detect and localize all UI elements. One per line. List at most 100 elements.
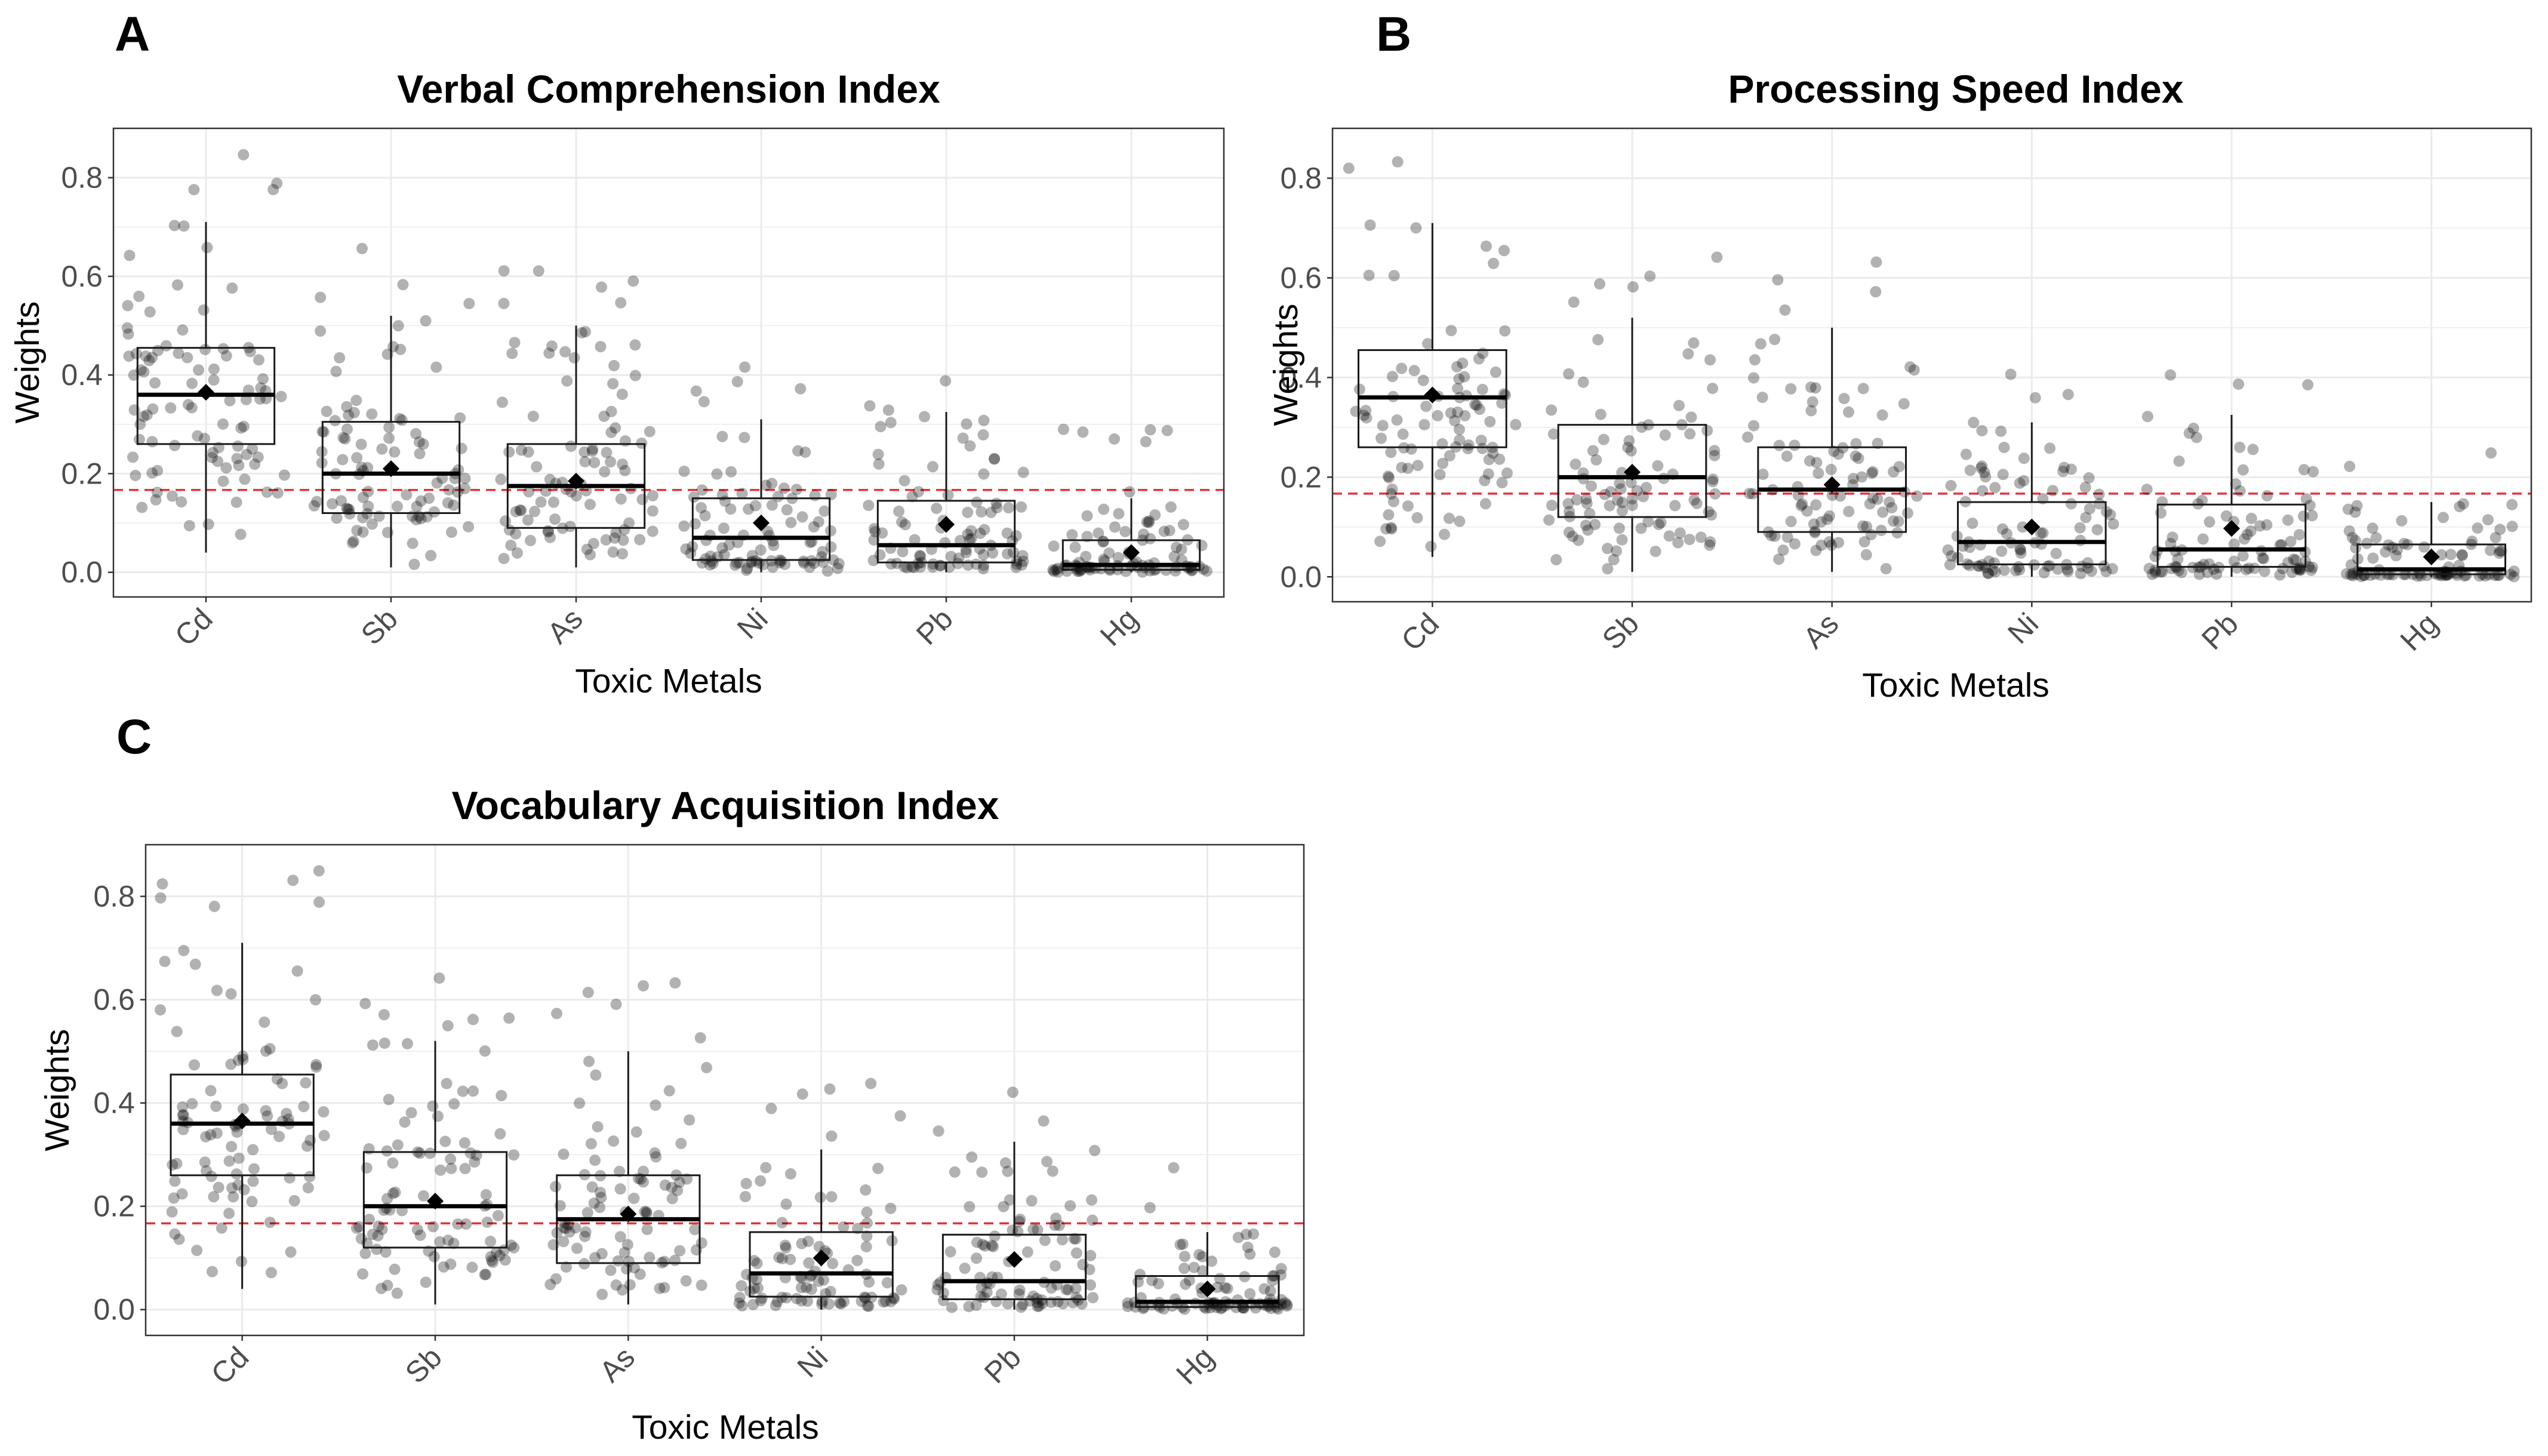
data-point (2508, 571, 2520, 583)
data-point (506, 347, 518, 359)
data-point (522, 446, 534, 458)
data-point (851, 1255, 863, 1266)
data-point (288, 1195, 300, 1206)
data-point (237, 1103, 249, 1115)
data-point (372, 1230, 384, 1242)
data-point (1206, 1255, 1217, 1267)
data-point (666, 1193, 678, 1205)
data-point (1383, 472, 1395, 484)
data-point (1796, 498, 1808, 510)
data-point (1432, 410, 1444, 421)
data-point (885, 1202, 897, 1214)
data-point (1861, 521, 1872, 532)
data-point (589, 1252, 601, 1264)
data-point (1877, 506, 1889, 518)
data-point (389, 446, 401, 458)
data-point (205, 1171, 217, 1183)
data-point (1473, 353, 1485, 365)
data-point (464, 1147, 476, 1159)
data-point (1807, 396, 1818, 408)
data-point (813, 1275, 824, 1287)
data-point (346, 537, 358, 549)
data-point (353, 1221, 365, 1233)
data-point (540, 485, 552, 497)
data-point (559, 346, 571, 358)
data-point (414, 1229, 426, 1241)
data-point (1543, 514, 1555, 526)
data-point (1076, 1298, 1088, 1310)
data-point (1581, 497, 1593, 509)
data-point (1785, 383, 1797, 395)
data-point (2489, 532, 2501, 544)
data-point (1144, 532, 1156, 544)
plot-area-b (1333, 128, 2531, 602)
data-point (755, 1175, 767, 1187)
data-point (827, 1258, 839, 1270)
data-point (605, 426, 617, 438)
data-point (1590, 454, 1602, 466)
data-point (1437, 457, 1449, 469)
data-point (152, 464, 164, 476)
data-point (252, 451, 264, 463)
data-point (414, 448, 426, 460)
data-point (932, 1279, 944, 1291)
data-point (433, 972, 445, 984)
data-point (1709, 450, 1721, 461)
data-point (1377, 420, 1389, 432)
data-point (512, 547, 523, 559)
data-point (767, 561, 778, 573)
y-tick-label: 0.6 (1280, 261, 1322, 294)
data-point (348, 535, 359, 547)
data-point (302, 1182, 314, 1194)
data-point (376, 1282, 387, 1294)
data-point (551, 1008, 562, 1020)
data-point (2367, 552, 2379, 564)
data-point (376, 443, 388, 455)
data-point (124, 250, 136, 261)
data-point (1998, 564, 2010, 576)
data-point (641, 1224, 653, 1235)
data-point (177, 1109, 189, 1121)
data-point (638, 980, 650, 992)
data-point (1563, 527, 1575, 538)
data-point (1602, 563, 1614, 575)
data-point (1625, 476, 1637, 488)
data-point (177, 324, 189, 336)
data-point (1417, 374, 1429, 386)
data-point (734, 1292, 746, 1303)
data-point (1138, 528, 1150, 540)
data-point (614, 1231, 626, 1243)
data-point (428, 1251, 440, 1263)
data-point (2458, 570, 2470, 582)
data-point (273, 1131, 285, 1143)
box-iqr (1061, 539, 1201, 571)
data-point (150, 494, 162, 506)
data-point (963, 1301, 975, 1313)
data-point (875, 421, 887, 433)
data-point (1476, 383, 1488, 395)
x-tick-label: Pb (910, 602, 959, 651)
data-point (872, 448, 884, 460)
data-point (238, 149, 250, 161)
data-point (1418, 418, 1430, 430)
data-point (383, 421, 395, 433)
data-point (861, 1206, 873, 1218)
data-point (663, 1085, 675, 1097)
data-point (2172, 553, 2184, 565)
data-point (1353, 383, 1365, 395)
data-point (1196, 1251, 1208, 1263)
data-point (2347, 567, 2359, 579)
data-point (2418, 541, 2430, 553)
data-point (863, 1300, 875, 1312)
data-point (177, 1101, 189, 1113)
data-point (238, 420, 250, 432)
data-point (989, 453, 1000, 465)
data-point (2228, 555, 2240, 567)
data-point (618, 524, 630, 535)
data-point (2058, 461, 2070, 473)
data-point (585, 1138, 597, 1150)
data-point (629, 370, 641, 381)
data-point (264, 1043, 276, 1055)
data-point (1070, 1282, 1082, 1294)
data-point (2288, 553, 2300, 565)
